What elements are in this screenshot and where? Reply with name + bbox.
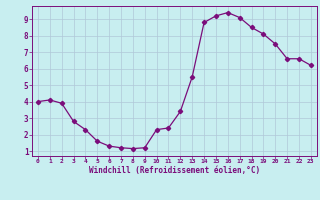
- X-axis label: Windchill (Refroidissement éolien,°C): Windchill (Refroidissement éolien,°C): [89, 166, 260, 175]
